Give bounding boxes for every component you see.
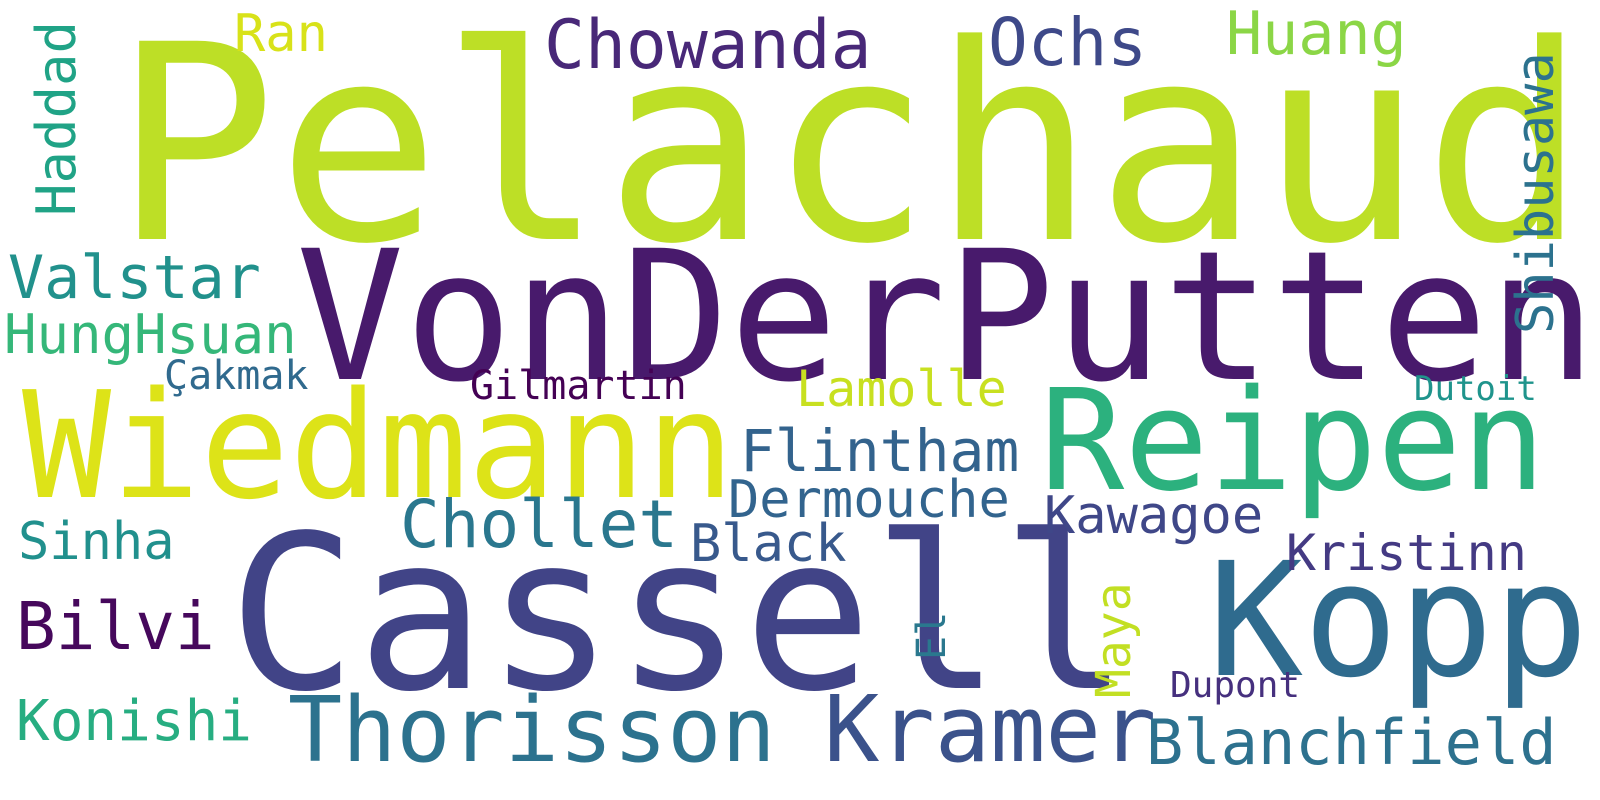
- word-kopp: Kopp: [1208, 529, 1589, 713]
- word-thorisson: Thorisson: [288, 678, 776, 783]
- word-ochs: Ochs: [988, 4, 1147, 81]
- word-cakmak: Çakmak: [164, 353, 309, 399]
- word-haddad: Haddad: [25, 20, 88, 216]
- word-huang: Huang: [1226, 0, 1407, 69]
- word-hunghsuan: HungHsuan: [4, 303, 297, 366]
- word-kristinn: Kristinn: [1286, 524, 1527, 582]
- word-lamolle: Lamolle: [796, 360, 1007, 418]
- word-dutoit: Dutoit: [1414, 369, 1537, 409]
- word-black: Black: [690, 514, 847, 574]
- word-blanchfield: Blanchfield: [1146, 706, 1557, 779]
- word-pelachaud: Pelachaud: [113, 0, 1587, 304]
- word-dupont: Dupont: [1170, 665, 1301, 706]
- word-reipen: Reipen: [1040, 360, 1546, 523]
- word-ran: Ran: [234, 4, 328, 64]
- word-el: El: [909, 611, 955, 660]
- word-bilvi: Bilvi: [16, 588, 215, 665]
- word-valstar: Valstar: [8, 243, 261, 313]
- word-shibusawa: Shibusawa: [1506, 52, 1566, 334]
- word-kawagoe: Kawagoe: [1044, 486, 1264, 546]
- word-vonderputten: VonDerPutten: [296, 213, 1597, 422]
- word-cassell: Cassell: [228, 490, 1130, 739]
- word-chowanda: Chowanda: [544, 6, 872, 85]
- word-konishi: Konishi: [16, 689, 253, 754]
- word-gilmartin: Gilmartin: [470, 363, 687, 409]
- word-dermouche: Dermouche: [728, 470, 1010, 530]
- word-kramer: Kramer: [824, 676, 1157, 783]
- word-sinha: Sinha: [18, 512, 175, 572]
- word-chollet: Chollet: [400, 486, 679, 563]
- word-wiedmann: Wiedmann: [22, 360, 735, 532]
- word-maya: Maya: [1086, 582, 1142, 698]
- word-flintham: Flintham: [740, 417, 1020, 485]
